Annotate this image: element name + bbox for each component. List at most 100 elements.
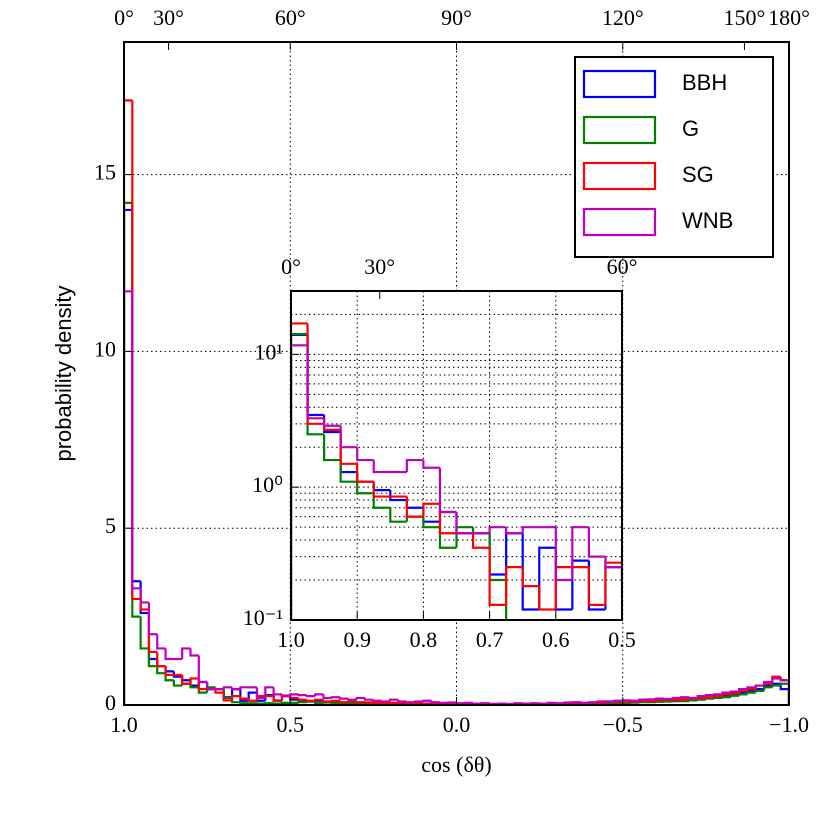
histogram-step bbox=[181, 647, 191, 660]
histogram-step bbox=[189, 648, 199, 657]
x2-tick-label: 60° bbox=[607, 254, 638, 279]
histogram-step bbox=[638, 698, 648, 701]
histogram-step bbox=[596, 700, 607, 703]
x-tick-label: 0.0 bbox=[443, 712, 471, 737]
histogram-step bbox=[306, 345, 325, 420]
histogram-step bbox=[488, 526, 507, 534]
legend-label: SG bbox=[682, 162, 714, 187]
histogram-step bbox=[521, 533, 540, 611]
histogram-step bbox=[372, 493, 391, 509]
x2-tick-label: 30° bbox=[364, 254, 395, 279]
histogram-step bbox=[355, 696, 366, 700]
histogram-step bbox=[779, 683, 789, 705]
histogram-step bbox=[671, 696, 681, 700]
histogram-step bbox=[172, 671, 183, 678]
histogram-step bbox=[314, 693, 324, 697]
legend-label: G bbox=[682, 116, 699, 141]
histogram-step bbox=[124, 201, 133, 705]
histogram-step bbox=[239, 686, 249, 690]
x2-tick-label: 120° bbox=[602, 5, 644, 30]
histogram-step bbox=[580, 701, 590, 704]
histogram-step bbox=[571, 526, 589, 581]
histogram-step bbox=[255, 687, 266, 700]
histogram-step bbox=[746, 686, 756, 690]
histogram-step bbox=[156, 634, 166, 650]
histogram-step bbox=[397, 699, 407, 703]
histogram-step bbox=[289, 693, 299, 697]
histogram-step bbox=[721, 696, 731, 699]
histogram-step bbox=[654, 697, 665, 700]
histogram-step bbox=[729, 694, 740, 698]
histogram-step bbox=[230, 695, 241, 701]
histogram-step bbox=[679, 696, 690, 699]
histogram-step bbox=[455, 702, 465, 705]
histogram-step bbox=[746, 691, 756, 695]
histogram-step bbox=[713, 695, 723, 698]
histogram-step bbox=[239, 689, 249, 702]
histogram-step bbox=[131, 100, 141, 601]
x-tick-label: 0.7 bbox=[476, 627, 504, 652]
histogram-step bbox=[779, 682, 789, 705]
histogram-step bbox=[696, 696, 706, 700]
histogram-step bbox=[696, 698, 706, 701]
histogram-step bbox=[438, 701, 449, 704]
histogram-step bbox=[779, 678, 789, 705]
legend: BBH G SG WNB bbox=[574, 56, 774, 258]
histogram-step bbox=[430, 700, 440, 704]
histogram-step bbox=[488, 547, 507, 606]
histogram-step bbox=[272, 696, 282, 702]
legend-swatch bbox=[582, 161, 657, 191]
x-axis-label: cos (δθ) bbox=[421, 752, 491, 777]
histogram-step bbox=[455, 512, 474, 535]
histogram-step bbox=[356, 481, 374, 495]
histogram-step bbox=[305, 699, 316, 702]
plot-frame bbox=[290, 290, 623, 621]
histogram-step bbox=[704, 693, 715, 697]
histogram-step bbox=[156, 651, 166, 668]
histogram-step bbox=[405, 496, 424, 518]
histogram-step bbox=[713, 696, 723, 700]
histogram-step bbox=[688, 699, 698, 702]
histogram-step bbox=[339, 425, 358, 449]
legend-swatch bbox=[582, 115, 657, 145]
histogram-step bbox=[189, 677, 199, 684]
histogram-step bbox=[291, 333, 308, 620]
histogram-step bbox=[139, 588, 149, 604]
histogram bbox=[291, 322, 622, 620]
histogram-step bbox=[471, 533, 490, 549]
histogram-step bbox=[347, 700, 357, 703]
plot-background bbox=[291, 291, 622, 620]
histogram-step bbox=[247, 698, 257, 702]
histogram-step bbox=[230, 687, 241, 691]
histogram-step bbox=[206, 682, 216, 691]
histogram-step bbox=[156, 666, 166, 675]
histogram-step bbox=[197, 655, 208, 684]
histogram-step bbox=[380, 700, 390, 703]
histogram-step bbox=[713, 693, 723, 696]
x-tick-label: 1.0 bbox=[110, 712, 138, 737]
histogram-step bbox=[339, 697, 349, 700]
histogram-step bbox=[505, 527, 523, 535]
histogram-step bbox=[538, 586, 556, 611]
histogram-step bbox=[372, 481, 391, 498]
histogram-step bbox=[239, 702, 249, 705]
histogram-step bbox=[181, 674, 191, 685]
x-tick-label: 0.6 bbox=[542, 627, 570, 652]
y-tick-label: 10⁰ bbox=[252, 472, 283, 497]
histogram-step bbox=[688, 696, 698, 700]
histogram-step bbox=[546, 701, 557, 704]
histogram-step bbox=[239, 696, 249, 700]
x2-tick-label: 90° bbox=[441, 5, 472, 30]
histogram-step bbox=[314, 699, 324, 702]
histogram-step bbox=[422, 502, 440, 517]
histogram-step bbox=[305, 695, 316, 698]
histogram-step bbox=[521, 567, 540, 588]
histogram-step bbox=[505, 566, 523, 605]
y-tick-label: 5 bbox=[105, 513, 116, 538]
histogram-step bbox=[291, 344, 308, 620]
y-tick-label: 10⁻¹ bbox=[243, 605, 283, 630]
histogram-step bbox=[124, 208, 133, 705]
x-tick-label: 0.8 bbox=[410, 627, 438, 652]
histogram-step bbox=[422, 460, 440, 469]
x-tick-label: 0.9 bbox=[343, 627, 371, 652]
